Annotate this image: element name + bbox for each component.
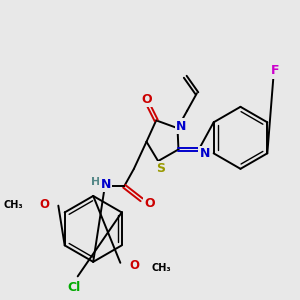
Text: O: O — [40, 198, 50, 211]
Text: CH₃: CH₃ — [4, 200, 23, 210]
Text: O: O — [129, 259, 139, 272]
Text: N: N — [176, 120, 187, 133]
Text: Cl: Cl — [67, 281, 80, 295]
Text: CH₃: CH₃ — [151, 262, 171, 273]
Text: H: H — [91, 177, 100, 188]
Text: N: N — [100, 178, 111, 191]
Text: O: O — [144, 197, 155, 210]
Text: O: O — [141, 93, 152, 106]
Text: N: N — [200, 147, 210, 160]
Text: F: F — [271, 64, 280, 77]
Text: S: S — [157, 162, 166, 175]
